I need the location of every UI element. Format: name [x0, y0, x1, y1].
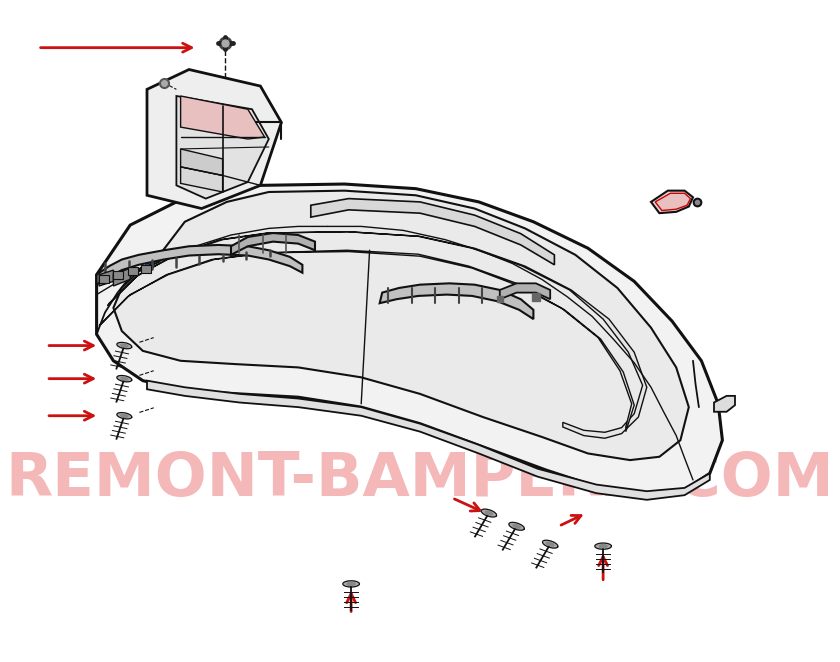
Polygon shape: [311, 199, 554, 265]
Polygon shape: [117, 412, 132, 419]
Polygon shape: [181, 149, 223, 175]
Polygon shape: [128, 267, 138, 275]
Polygon shape: [231, 233, 315, 255]
Polygon shape: [481, 509, 496, 517]
Polygon shape: [117, 375, 132, 382]
Polygon shape: [113, 271, 123, 279]
Polygon shape: [513, 524, 520, 528]
Polygon shape: [543, 540, 558, 548]
Polygon shape: [99, 275, 109, 283]
Polygon shape: [121, 377, 128, 380]
Polygon shape: [181, 167, 223, 192]
Polygon shape: [176, 96, 269, 199]
Polygon shape: [113, 191, 689, 460]
Polygon shape: [714, 396, 735, 412]
Polygon shape: [117, 342, 132, 349]
Polygon shape: [343, 581, 360, 587]
Polygon shape: [655, 193, 690, 211]
Polygon shape: [99, 250, 634, 432]
Polygon shape: [181, 96, 265, 139]
Polygon shape: [599, 545, 607, 547]
Polygon shape: [113, 268, 130, 286]
Polygon shape: [595, 543, 612, 549]
Polygon shape: [97, 184, 722, 493]
Polygon shape: [147, 381, 710, 500]
Polygon shape: [99, 270, 113, 286]
Polygon shape: [486, 511, 492, 515]
Polygon shape: [121, 344, 128, 347]
Polygon shape: [347, 583, 355, 585]
Polygon shape: [509, 522, 524, 530]
Polygon shape: [141, 265, 151, 273]
Polygon shape: [500, 283, 550, 299]
Polygon shape: [147, 70, 281, 209]
Polygon shape: [121, 414, 128, 417]
Text: REMONT-BAMPERA.COM: REMONT-BAMPERA.COM: [6, 450, 834, 510]
Polygon shape: [108, 232, 647, 438]
Polygon shape: [97, 245, 302, 285]
Polygon shape: [651, 191, 693, 213]
Polygon shape: [547, 542, 554, 546]
Polygon shape: [380, 283, 533, 319]
